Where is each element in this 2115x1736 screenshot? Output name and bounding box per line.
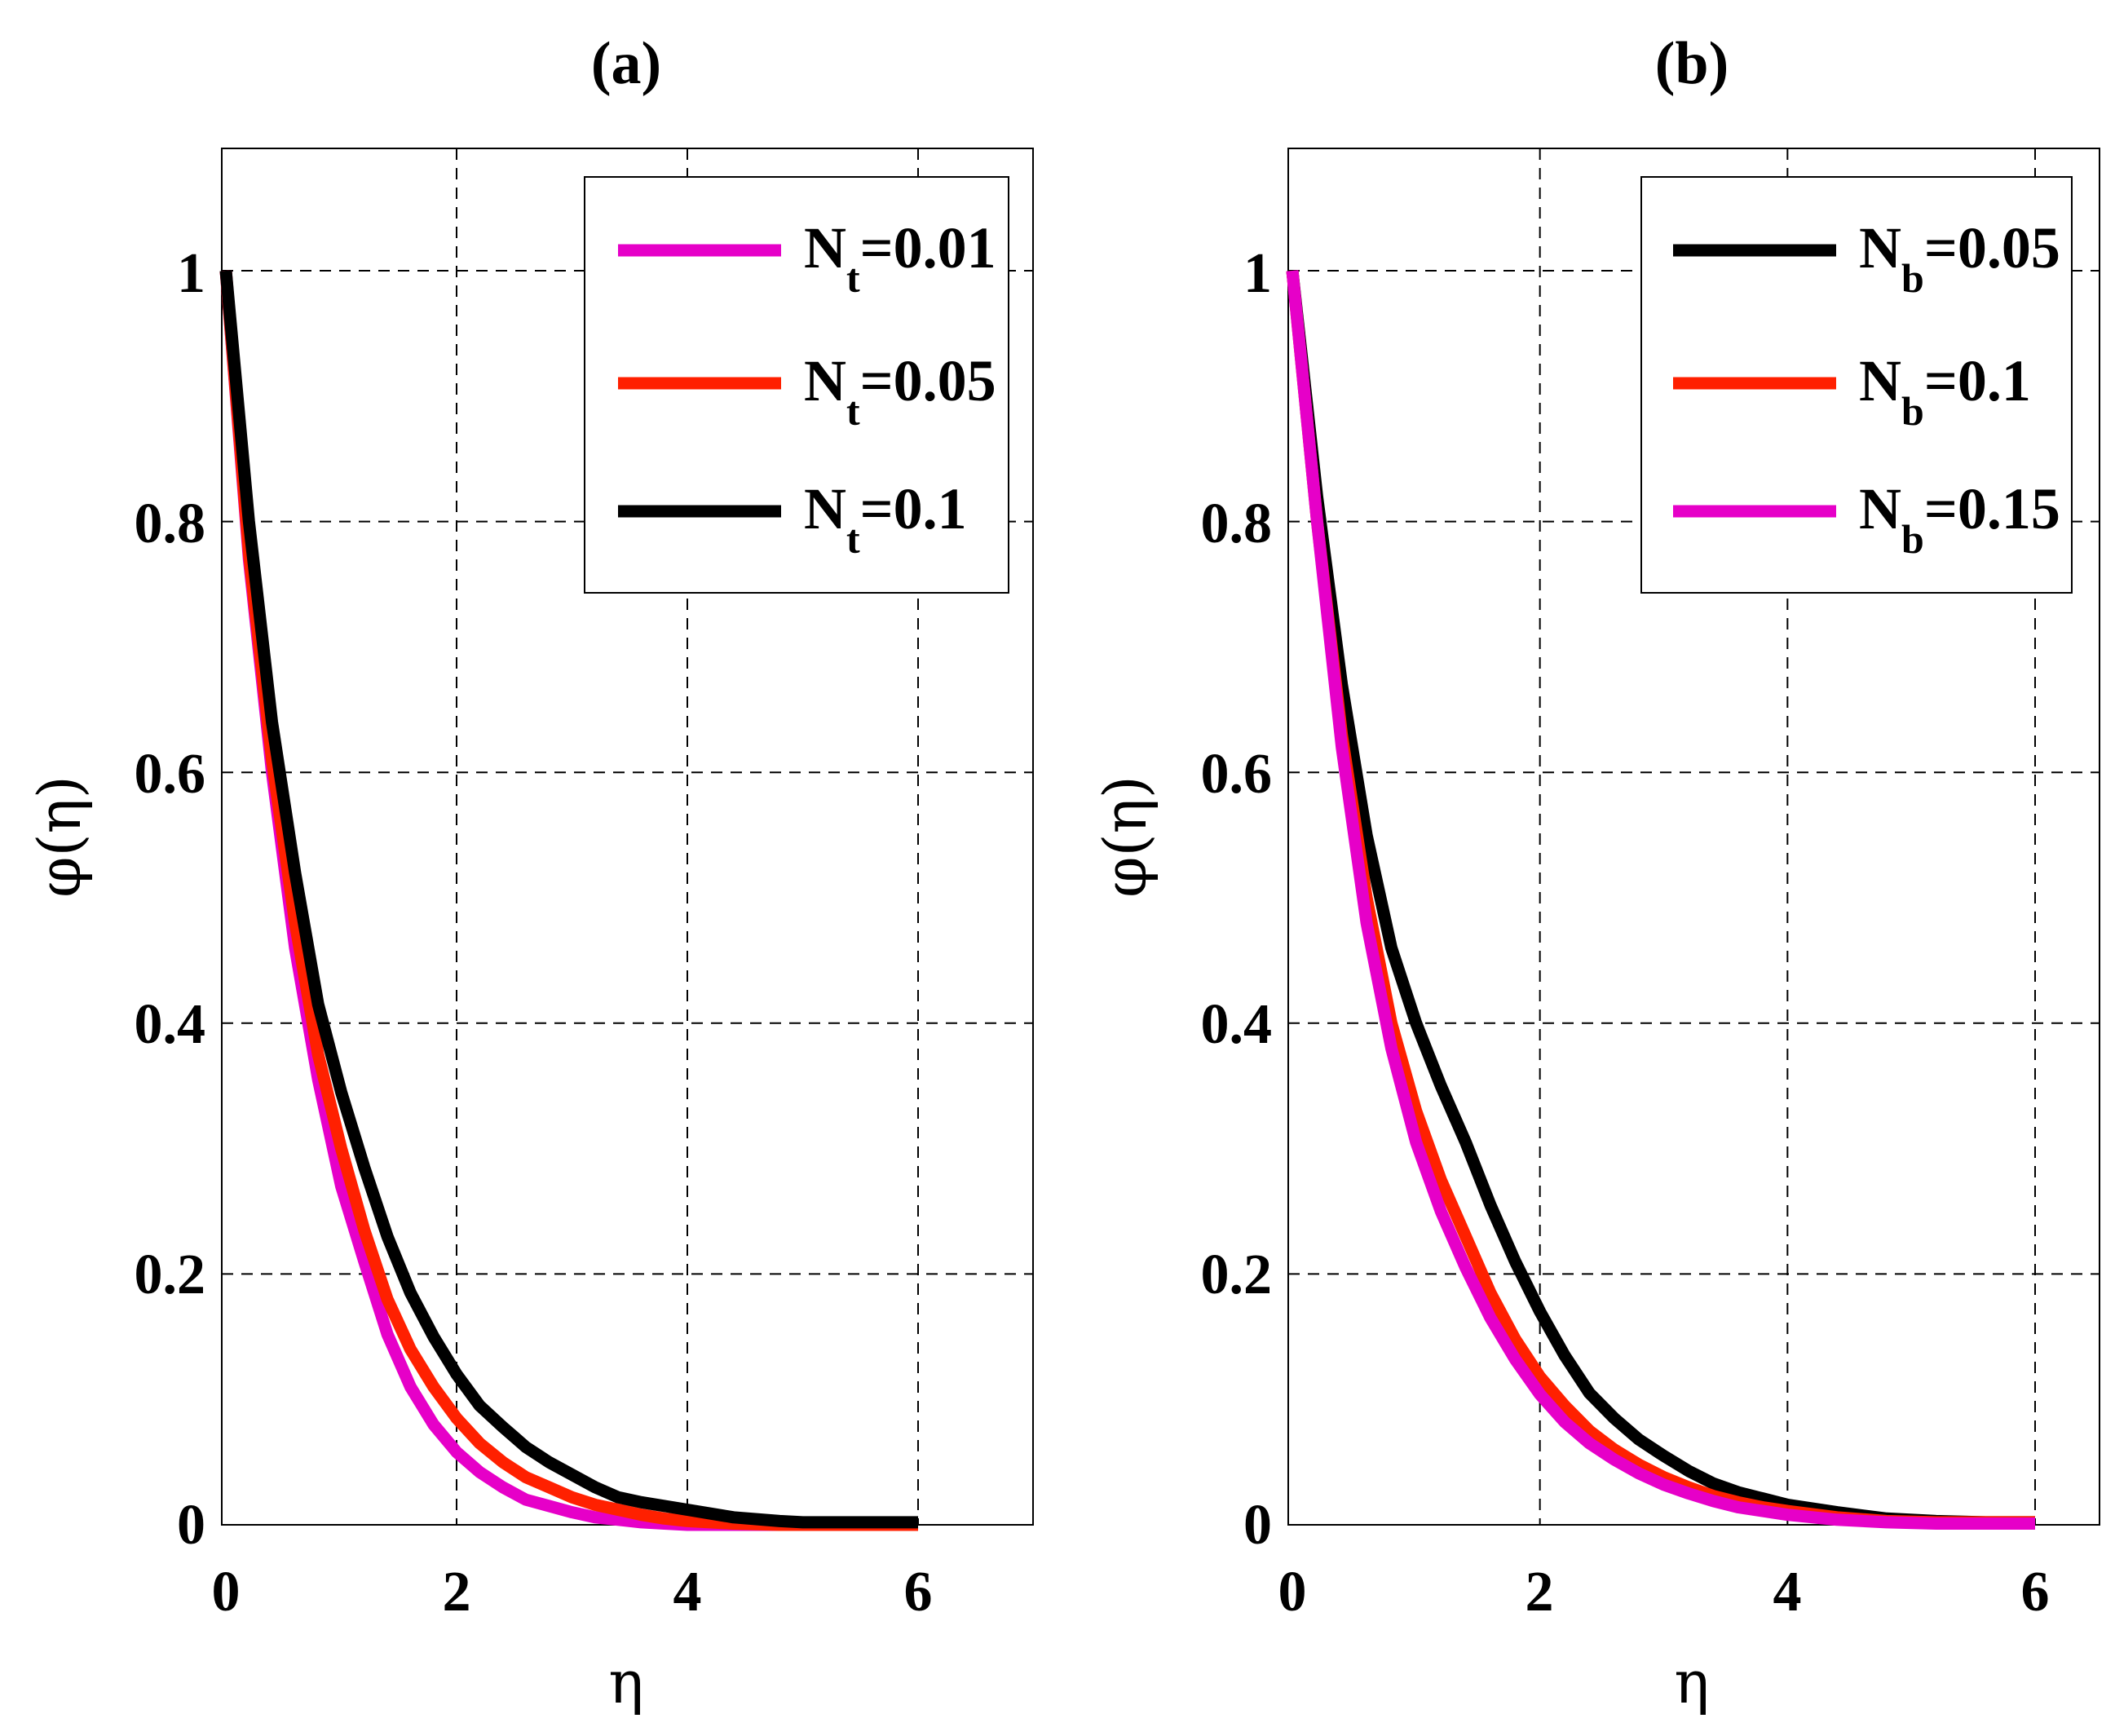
x-tick-labels: 0 2 4 6	[212, 1561, 933, 1623]
legend: Nb=0.05 Nb=0.1 Nb=0.15	[1640, 176, 2073, 594]
series-line-3	[1286, 270, 2035, 1530]
curves	[219, 270, 918, 1531]
x-tick-label: 2	[1526, 1561, 1554, 1623]
panel-a: (a) 0 2 4 6 0 0.2 0.4 0.6 0.8 1 η φ(η) N…	[25, 30, 1034, 1716]
chart-title: (a)	[591, 30, 661, 97]
y-tick-label: 0.6	[1201, 743, 1273, 806]
series-line-3	[219, 270, 918, 1529]
y-tick-label: 0.4	[135, 993, 206, 1056]
panel-b: (b) 0 2 4 6 0 0.2 0.4 0.6 0.8 1 η φ(η) N…	[1091, 30, 2100, 1716]
x-tick-label: 0	[212, 1561, 241, 1623]
y-tick-labels: 0 0.2 0.4 0.6 0.8 1	[135, 242, 206, 1557]
y-tick-label: 0.6	[135, 743, 206, 806]
legend-label: Nt=0.01	[804, 215, 996, 301]
x-tick-labels: 0 2 4 6	[1278, 1561, 2050, 1623]
y-axis-label: φ(η)	[25, 775, 94, 898]
y-tick-label: 0	[177, 1494, 205, 1557]
y-tick-label: 1	[177, 242, 205, 305]
legend-label: Nb=0.05	[1859, 215, 2060, 301]
y-tick-label: 0.4	[1201, 993, 1273, 1056]
curves	[1286, 270, 2035, 1530]
x-tick-label: 4	[1773, 1561, 1802, 1623]
y-axis-label: φ(η)	[1091, 775, 1159, 898]
legend: Nt=0.01 Nt=0.05 Nt=0.1	[584, 176, 1009, 594]
y-tick-label: 0.2	[1201, 1243, 1273, 1306]
chart-title: (b)	[1655, 30, 1729, 97]
x-axis-label: η	[608, 1648, 643, 1716]
x-tick-label: 0	[1278, 1561, 1307, 1623]
legend-label: Nb=0.15	[1859, 476, 2060, 562]
legend-label: Nt=0.05	[804, 348, 996, 434]
y-tick-labels: 0 0.2 0.4 0.6 0.8 1	[1201, 242, 1273, 1557]
x-tick-label: 2	[443, 1561, 471, 1623]
x-tick-label: 4	[673, 1561, 702, 1623]
x-tick-label: 6	[904, 1561, 933, 1623]
y-tick-label: 0.8	[1201, 493, 1273, 555]
plot-frame	[1287, 148, 2100, 1526]
x-tick-label: 6	[2021, 1561, 2050, 1623]
legend-label: Nb=0.1	[1859, 348, 2031, 434]
y-tick-label: 1	[1243, 242, 1272, 305]
y-tick-label: 0.2	[135, 1243, 206, 1306]
legend-label: Nt=0.1	[804, 476, 967, 562]
series-line-2	[219, 270, 918, 1531]
y-tick-label: 0	[1243, 1494, 1272, 1557]
x-axis-label: η	[1674, 1648, 1709, 1716]
y-tick-label: 0.8	[135, 493, 206, 555]
